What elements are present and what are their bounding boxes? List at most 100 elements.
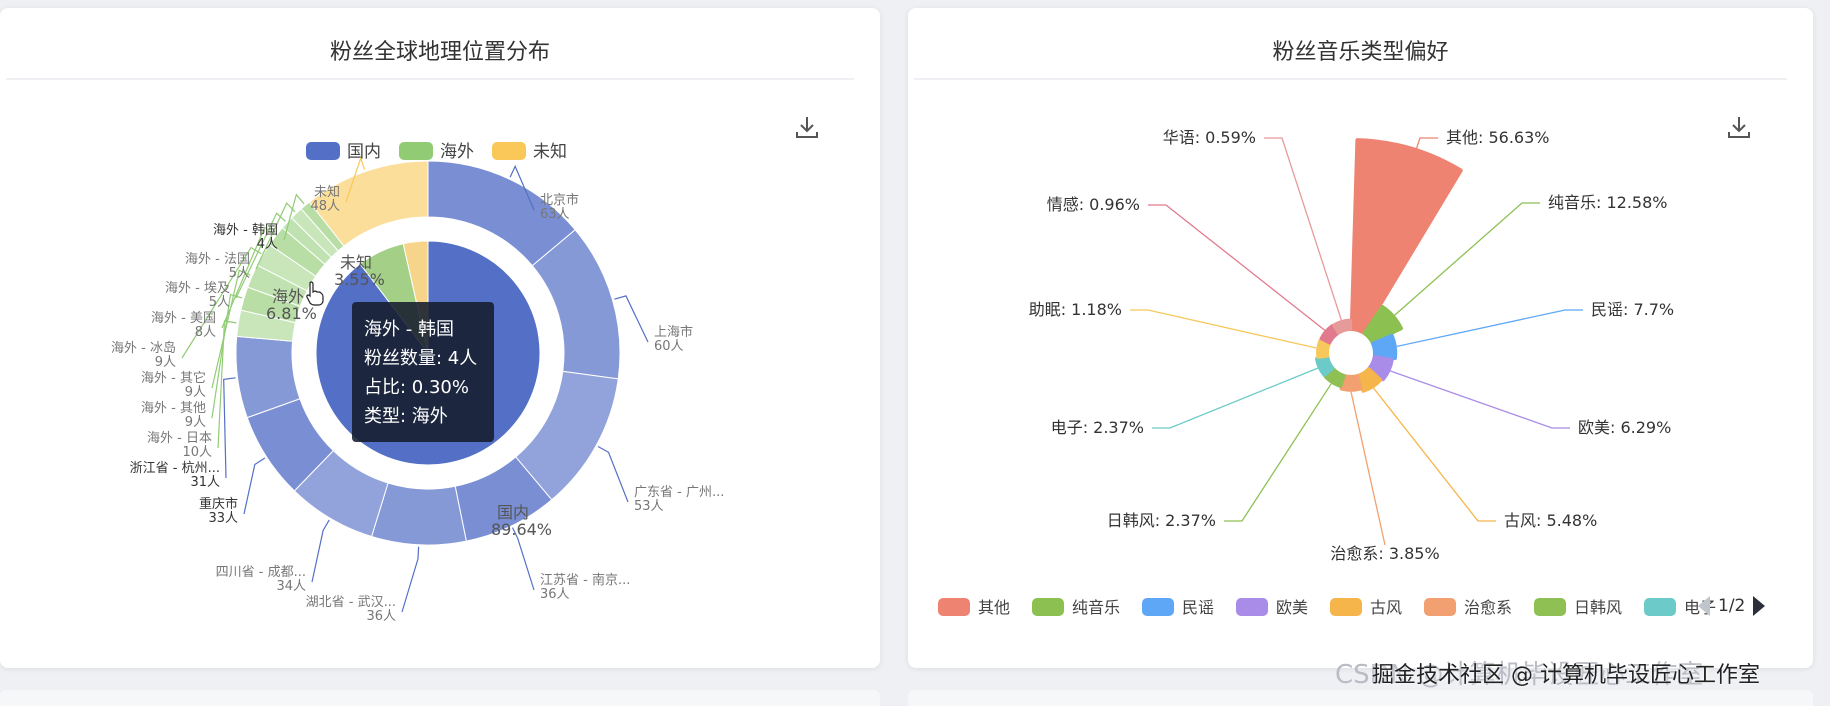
inner-label-percent: 6.81%: [266, 304, 317, 323]
geo-distribution-card: 粉丝全球地理位置分布 国内 海外 未知 国内 89.64% 海外 6.81% 未知 3.55% 北…: [0, 8, 880, 668]
leader-line: [401, 546, 420, 613]
title-divider: [914, 78, 1787, 80]
prev-page-icon[interactable]: [1698, 596, 1710, 616]
leader-line: [597, 445, 629, 503]
inner-label-name: 未知: [340, 253, 372, 272]
outer-label-name: 湖北省 - 武汉...: [306, 595, 396, 610]
hand-cursor-icon: [306, 281, 324, 306]
legend-label: 未知: [533, 142, 567, 162]
rose-slice: [1371, 333, 1398, 360]
legend-swatch: [1142, 598, 1174, 616]
leader-line: [211, 293, 243, 419]
legend-swatch: [492, 142, 526, 160]
outer-label-name: 海外 - 日本: [147, 431, 212, 446]
outer-label-count: 34人: [276, 579, 306, 594]
leader-line: [1350, 391, 1386, 546]
download-icon[interactable]: [794, 114, 820, 140]
page-indicator: 1/2: [1718, 596, 1746, 616]
outer-label-name: 重庆市: [199, 496, 238, 512]
leader-line: [509, 164, 535, 211]
leader-line: [1394, 202, 1540, 316]
outer-label-count: 53人: [634, 499, 664, 514]
rose-slice: [1315, 355, 1335, 377]
legend-swatch: [1236, 598, 1268, 616]
leader-line: [221, 226, 275, 329]
legend-item: 治愈系: [1424, 598, 1512, 617]
legend-label: 日韩风: [1574, 598, 1622, 617]
leader-line: [1367, 137, 1438, 294]
legend-label: 纯音乐: [1072, 598, 1120, 617]
slice-label: 华语: 0.59%: [1163, 128, 1256, 147]
legend-item: 其他: [938, 598, 1010, 617]
legend-item: 未知: [492, 142, 567, 162]
outer-label-count: 10人: [182, 445, 212, 460]
outer-label-count: 9人: [185, 385, 206, 400]
watermark-front: 掘金技术社区 @ 计算机毕设匠心工作室: [1372, 663, 1760, 688]
outer-label-name: 北京市: [540, 192, 579, 208]
next-card-edge: [0, 690, 880, 706]
legend-item: 国内: [306, 142, 381, 162]
leader-line: [235, 212, 286, 299]
inner-label-percent: 3.55%: [334, 270, 385, 289]
leader-line: [1373, 387, 1496, 522]
outer-label-name: 海外 - 埃及: [165, 281, 230, 296]
music-rose-chart: 其他: 56.63% 纯音乐: 12.58% 民谣: 7.7% 欧美: 6.29% 古风…: [938, 128, 1716, 617]
tooltip-title: 海外 - 韩国: [364, 319, 454, 340]
music-preference-card: 粉丝音乐类型偏好 其他: 56.63% 纯音乐: 12.58% 民谣: 7.7% 欧美…: [908, 8, 1813, 668]
legend-swatch: [1330, 598, 1362, 616]
next-page-icon[interactable]: [1753, 596, 1766, 616]
legend-label: 其他: [978, 598, 1010, 617]
legend-item: 海外: [399, 142, 474, 162]
leader-line: [1390, 370, 1570, 429]
outer-label-name: 海外 - 韩国: [213, 223, 278, 238]
slice-label: 情感: 0.96%: [1047, 195, 1140, 214]
outer-slice: [308, 160, 429, 247]
outer-label-count: 60人: [654, 339, 684, 354]
legend-item: 古风: [1330, 598, 1402, 617]
leader-line: [1224, 383, 1332, 522]
outer-label-name: 江苏省 - 南京...: [540, 572, 630, 588]
outer-label-count: 63人: [540, 207, 570, 222]
tooltip-count: 粉丝数量: 4人: [364, 348, 478, 369]
slice-label: 日韩风: 2.37%: [1107, 511, 1216, 530]
next-card-edge: [908, 690, 1813, 706]
inner-label-name: 国内: [497, 503, 529, 522]
legend-swatch: [306, 142, 340, 160]
leader-line: [223, 377, 236, 479]
outer-label-name: 海外 - 法国: [185, 252, 250, 267]
legend-label: 古风: [1370, 598, 1402, 617]
leader-line: [345, 156, 366, 203]
legend-label: 民谣: [1182, 598, 1214, 617]
outer-label-name: 海外 - 冰岛: [111, 340, 176, 356]
tooltip-kind: 类型: 海外: [364, 406, 448, 427]
slice-label: 欧美: 6.29%: [1578, 418, 1671, 437]
leader-line: [311, 519, 330, 583]
legend-label: 国内: [347, 142, 381, 162]
leader-line: [1396, 309, 1583, 348]
legend-label: 治愈系: [1464, 598, 1512, 617]
outer-label-name: 海外 - 其它: [141, 370, 206, 386]
outer-label-count: 4人: [257, 237, 278, 252]
legend-swatch: [938, 598, 970, 616]
legend-swatch: [399, 142, 433, 160]
rose-slice: [1332, 318, 1353, 335]
slice-label: 民谣: 7.7%: [1591, 300, 1674, 319]
legend-item: 日韩风: [1534, 598, 1622, 617]
geo-chart-title: 粉丝全球地理位置分布: [329, 40, 550, 65]
outer-label-count: 5人: [229, 266, 250, 281]
outer-label-name: 海外 - 其他: [141, 401, 206, 416]
slice-label: 古风: 5.48%: [1504, 511, 1597, 530]
leader-line: [1130, 309, 1317, 349]
download-icon[interactable]: [1726, 114, 1752, 140]
legend-swatch: [1032, 598, 1064, 616]
legend-swatch: [1644, 598, 1676, 616]
rose-slice: [1362, 305, 1403, 345]
slice-label: 助眠: 1.18%: [1029, 300, 1122, 319]
tooltip-ratio: 占比: 0.30%: [364, 377, 469, 398]
legend-label: 欧美: [1276, 598, 1308, 617]
outer-label-count: 33人: [208, 511, 238, 526]
outer-label-count: 9人: [185, 415, 206, 430]
legend-item: 欧美: [1236, 598, 1308, 617]
slice-label: 治愈系: 3.85%: [1330, 544, 1439, 563]
outer-label-name: 浙江省 - 杭州...: [130, 461, 220, 476]
